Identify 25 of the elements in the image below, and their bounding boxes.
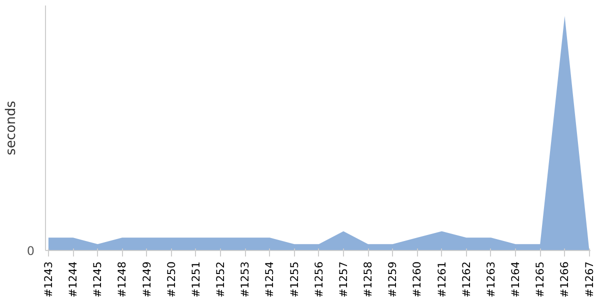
x-tick-label: #1261 <box>435 261 448 298</box>
x-tick-label: #1248 <box>116 261 129 298</box>
x-tick-label: #1266 <box>558 261 572 298</box>
x-tick-label: #1243 <box>42 261 55 298</box>
x-tick-label: #1244 <box>66 261 80 298</box>
x-tick-label: #1253 <box>238 261 252 298</box>
x-tick-label: #1250 <box>164 261 178 298</box>
x-tick-label: #1262 <box>460 261 473 298</box>
x-tick-label: #1265 <box>534 261 547 298</box>
x-tick-label: #1251 <box>189 261 202 298</box>
x-tick-label: #1260 <box>410 261 424 298</box>
x-tick-label: #1259 <box>386 261 400 298</box>
x-tick-label: #1245 <box>91 261 104 298</box>
x-tick-label: #1267 <box>582 261 596 298</box>
x-tick-label: #1252 <box>214 261 228 298</box>
x-tick-label: #1258 <box>362 261 375 298</box>
x-tick-label: #1264 <box>509 261 522 298</box>
x-tick-label: #1257 <box>336 261 350 298</box>
x-tick-label: #1263 <box>484 261 498 298</box>
x-tick-label: #1254 <box>263 261 276 298</box>
x-tick-label: #1249 <box>140 261 154 298</box>
text: 0 <box>26 244 35 258</box>
x-tick-label: #1256 <box>312 261 326 298</box>
y-axis-title: seconds <box>4 100 19 156</box>
x-tick-label: #1255 <box>288 261 301 298</box>
